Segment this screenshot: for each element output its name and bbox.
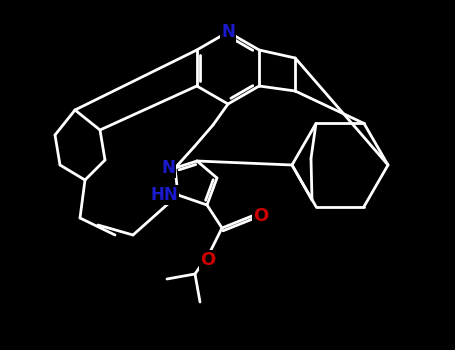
Text: O: O [200, 251, 216, 269]
Text: N: N [161, 159, 175, 177]
Text: N: N [221, 23, 235, 41]
Text: HN: HN [150, 186, 178, 204]
Text: O: O [253, 207, 268, 225]
